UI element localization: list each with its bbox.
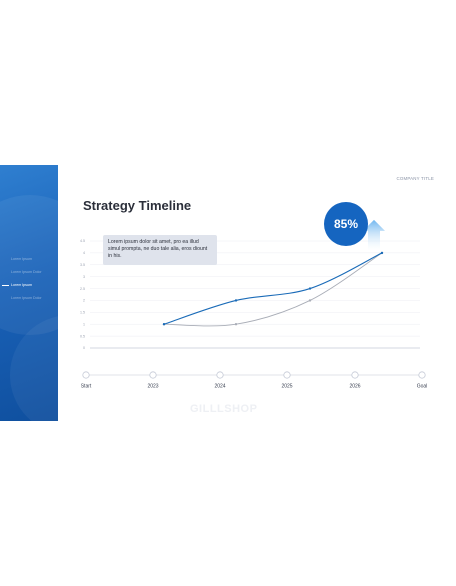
y-tick-label: 3.5: [80, 263, 85, 267]
data-point: [380, 251, 384, 255]
slide: Lorem Ipsum Lorem Ipsum Dolor Lorem Ipsu…: [0, 165, 456, 421]
company-title: COMPANY TITLE: [396, 176, 434, 181]
timeline-dot: [216, 371, 224, 379]
growth-arrow-icon: [363, 219, 385, 251]
y-tick-label: 3: [83, 275, 85, 279]
sidebar-item-3[interactable]: Lorem Ipsum: [0, 279, 58, 292]
sidebar-item-4[interactable]: Lorem Ipsum Dolor: [11, 296, 42, 300]
timeline-label: Start: [81, 384, 92, 390]
data-point: [234, 323, 238, 326]
data-point: [308, 299, 312, 302]
timeline-dot: [149, 371, 157, 379]
y-tick-label: 0: [83, 346, 85, 350]
percent-badge-label: 85%: [334, 217, 358, 231]
sidebar-nav: Lorem Ipsum Lorem Ipsum Dolor Lorem Ipsu…: [0, 253, 58, 305]
page-title: Strategy Timeline: [83, 198, 192, 213]
data-point: [234, 299, 238, 302]
sidebar-item-1[interactable]: Lorem Ipsum: [11, 257, 32, 261]
percent-badge: [324, 202, 368, 246]
timeline-dot: [283, 371, 291, 379]
watermark: GILLLSHOP: [190, 403, 258, 415]
y-tick-label: 2: [83, 299, 85, 303]
timeline-label: Goal: [417, 384, 428, 390]
data-point: [162, 323, 166, 326]
timeline-label: 2026: [349, 384, 360, 390]
timeline-label: 2023: [147, 384, 158, 390]
strategy-line-chart: 0 0.5 1 1.5 2 2.5 3 3.5 4 4.5 85% Start 2023 2024 2025…: [80, 202, 428, 390]
y-tick-label: 4.5: [80, 239, 85, 243]
timeline-dot: [351, 371, 359, 379]
y-tick-label: 0.5: [80, 334, 85, 338]
y-tick-label: 1.5: [80, 311, 85, 315]
timeline-label: 2024: [214, 384, 225, 390]
y-tick-label: 2.5: [80, 287, 85, 291]
timeline-dot: [418, 371, 426, 379]
series-secondary-line: [163, 252, 383, 327]
timeline-label: 2025: [281, 384, 292, 390]
y-tick-label: 1: [83, 322, 85, 326]
sidebar: Lorem Ipsum Lorem Ipsum Dolor Lorem Ipsu…: [0, 165, 58, 421]
series-primary-line: [163, 252, 383, 325]
data-point: [308, 287, 312, 290]
note-box: Lorem ipsum dolor sit amet, pro ea illud…: [103, 235, 217, 265]
y-tick-label: 4: [83, 251, 85, 255]
sidebar-item-2[interactable]: Lorem Ipsum Dolor: [11, 270, 42, 274]
timeline-dot: [82, 371, 90, 379]
